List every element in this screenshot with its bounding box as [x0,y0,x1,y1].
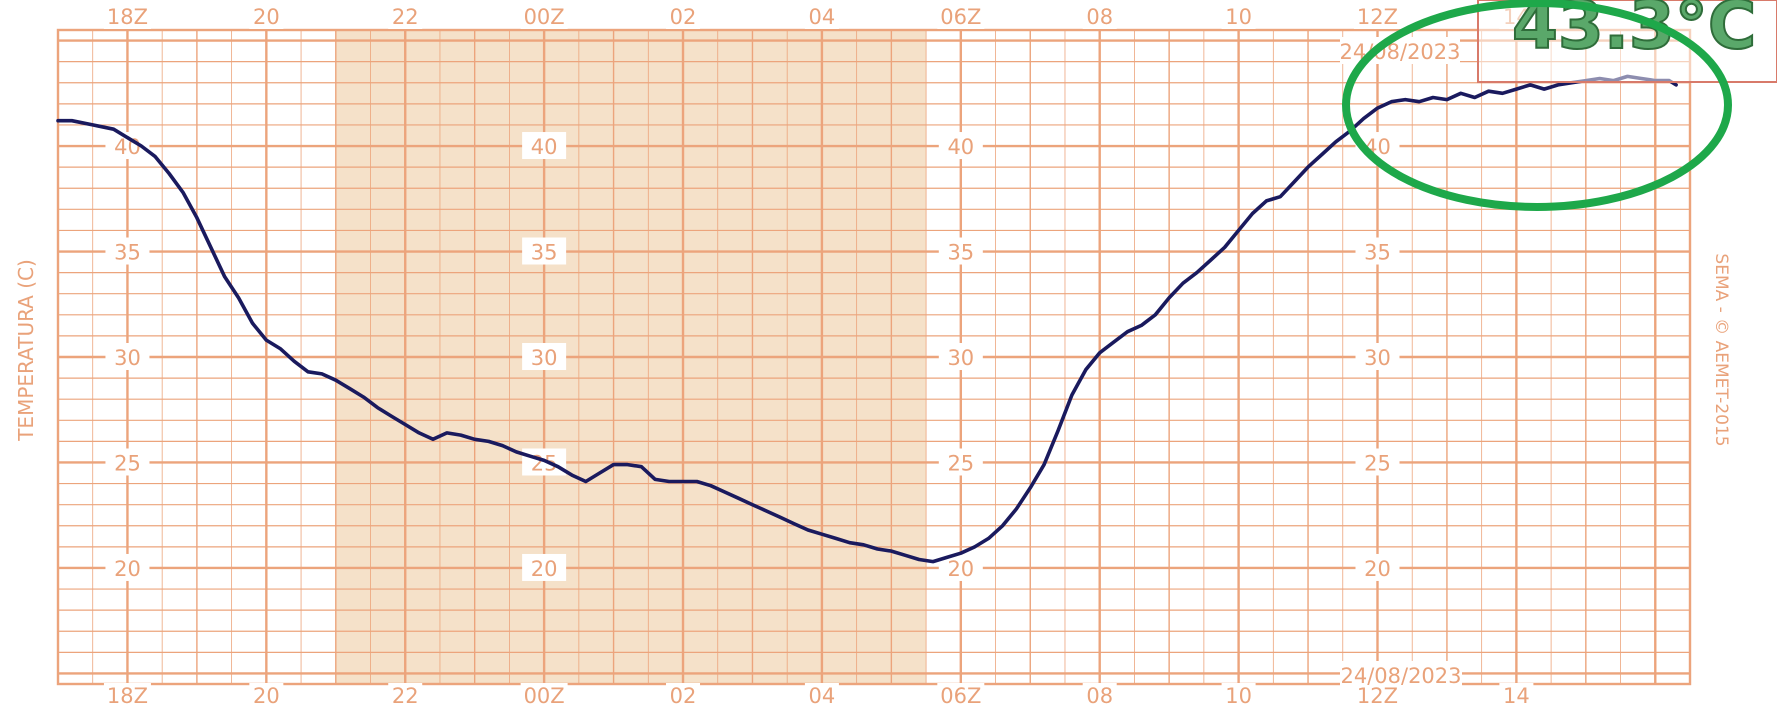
y-tick-label-bg [938,448,983,476]
y-tick-label: 30 [114,346,141,370]
y-tick-label: 20 [947,557,974,581]
y-tick-label: 35 [114,241,141,265]
x-tick-label-top: 10 [1225,5,1252,29]
plot-frame [56,28,1692,686]
x-tick-label-bottom: 14 [1503,684,1530,708]
x-tick-label-top: 02 [670,5,697,29]
y-tick-label: 25 [947,451,974,475]
y-tick-label-bg [105,237,150,265]
x-tick-label-top: 08 [1086,5,1113,29]
y-tick-label-bg [522,132,567,160]
x-tick-label-bg-bottom [103,683,151,708]
x-tick-label-bottom: 20 [253,684,280,708]
x-tick-label-bg-top [804,4,839,29]
x-tick-label-bg-bottom [937,683,985,708]
x-tick-label-bg-top [937,4,985,29]
x-tick-label-bottom: 02 [670,684,697,708]
y-tick-label: 20 [531,557,558,581]
y-tick-label-bg [1355,343,1400,370]
y-tick-label-bg [938,237,983,265]
y-tick-label: 35 [531,241,558,265]
y-tick-label: 25 [114,451,141,475]
x-tick-label-bg-top [249,4,284,29]
y-axis-title: TEMPERATURA (C) [14,259,38,442]
y-tick-label-bg [938,132,983,160]
date-label-bottom: 24/08/2023 [1340,664,1461,688]
x-tick-label-bottom: 10 [1225,684,1252,708]
x-tick-label-bg-bottom [1221,683,1256,708]
temperature-line [56,74,1678,564]
x-tick-label-top: 22 [392,5,419,29]
x-tick-label-bottom: 22 [392,684,419,708]
date-label-top: 24/08/2023 [1339,40,1460,64]
y-tick-label-bg [1355,237,1400,265]
y-tick-label: 30 [947,346,974,370]
x-tick-labels: 18Z 18Z 20 20 22 22 00Z 00Z 02 02 04 04 06Z 06Z 08 08 10… [103,4,1534,708]
y-tick-label-bg [105,343,150,370]
y-tick-label: 25 [1364,451,1391,475]
x-tick-label-top: 06Z [940,5,981,29]
y-tick-label: 30 [531,346,558,370]
x-tick-label-bottom: 04 [809,684,836,708]
x-tick-label-bg-bottom [666,683,701,708]
y-tick-label: 40 [531,135,558,159]
y-tick-label-bg [105,448,150,476]
y-tick-label-bg [522,343,567,370]
credit-label: SEMA - © AEMET-2015 [1711,253,1731,446]
highlight-ellipse [1342,0,1732,211]
x-tick-label-top: 12Z [1357,5,1398,29]
y-tick-label-bg [1355,448,1400,476]
x-tick-label-bg-bottom [1499,683,1534,708]
date-label-bottom-bg [1340,661,1462,687]
y-tick-label-bg [938,343,983,370]
x-tick-label-bg-top [666,4,701,29]
x-tick-label-bg-bottom [1082,683,1117,708]
x-tick-label-bg-bottom [804,683,839,708]
x-tick-label-bg-bottom [520,683,568,708]
y-tick-label: 35 [947,241,974,265]
x-tick-label-bg-top [1082,4,1117,29]
y-tick-label-bg [1355,553,1400,581]
x-tick-label-top: 20 [253,5,280,29]
x-tick-label-bottom: 18Z [107,684,148,708]
x-tick-label-bottom: 12Z [1357,684,1398,708]
x-tick-label-bg-top [1353,4,1401,29]
x-tick-label-bottom: 00Z [524,684,565,708]
x-tick-label-bg-bottom [1353,683,1401,708]
y-tick-label-bg [522,553,567,581]
y-tick-label-bg [522,237,567,265]
date-label-top-bg [1340,37,1460,64]
y-tick-label: 30 [1364,346,1391,370]
y-tick-label: 40 [947,135,974,159]
y-tick-label-bg [105,553,150,581]
x-tick-label-bg-top [103,4,151,29]
x-tick-label-bottom: 08 [1086,684,1113,708]
y-tick-label: 35 [1364,241,1391,265]
x-tick-label-bg-bottom [388,683,423,708]
x-tick-label-bg-bottom [249,683,284,708]
y-tick-label: 20 [114,557,141,581]
x-tick-label-bg-top [388,4,423,29]
x-tick-label-bottom: 06Z [940,684,981,708]
max-temperature-value: 43.3°C [1512,0,1756,64]
temperature-series [56,74,1678,564]
x-tick-label-top: 04 [809,5,836,29]
x-tick-label-top: 00Z [524,5,565,29]
x-tick-label-top: 18Z [107,5,148,29]
x-tick-label-bg-top [1221,4,1256,29]
y-tick-label: 20 [1364,557,1391,581]
x-tick-label-bg-top [520,4,568,29]
